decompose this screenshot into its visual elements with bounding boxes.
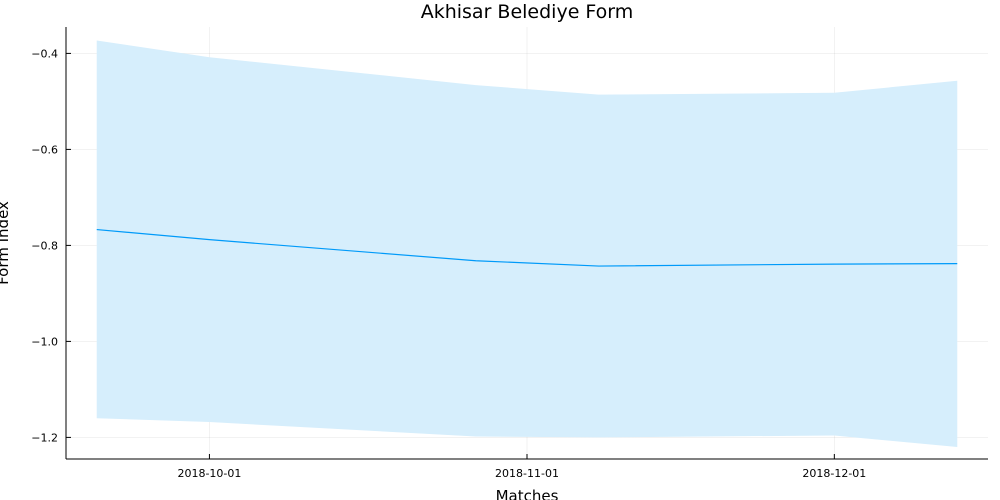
x-tick-label: 2018-12-01: [802, 467, 866, 480]
x-tick-label: 2018-10-01: [177, 467, 241, 480]
chart-title: Akhisar Belediye Form: [421, 1, 634, 23]
confidence-bands: [96, 40, 958, 447]
y-ticks: −0.4 −0.6 −0.8 −1.0 −1.2: [31, 47, 71, 444]
y-tick-label: −0.8: [31, 239, 58, 252]
x-ticks: 2018-10-01 2018-11-01 2018-12-01: [177, 454, 866, 480]
x-tick-label: 2018-11-01: [495, 467, 559, 480]
y-axis-label: Form Index: [0, 201, 12, 285]
series-lines: [96, 228, 958, 267]
confidence-band: [96, 40, 958, 447]
y-tick-label: −1.0: [31, 335, 58, 348]
x-axis-label: Matches: [496, 487, 559, 500]
y-tick-label: −0.6: [31, 143, 58, 156]
y-tick-label: −1.2: [31, 431, 58, 444]
y-tick-label: −0.4: [31, 47, 58, 60]
series-line: [96, 228, 958, 267]
